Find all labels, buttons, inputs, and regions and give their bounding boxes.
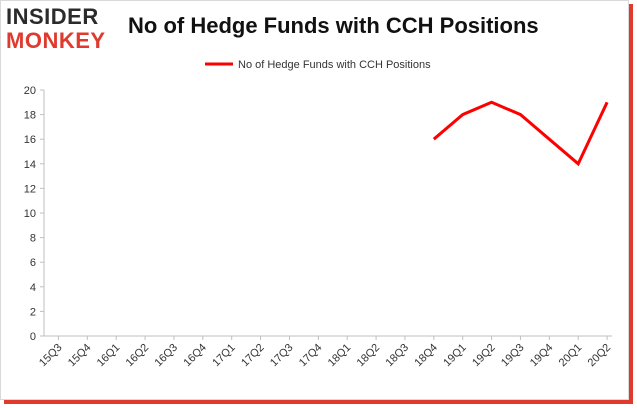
axes: 0 2 4 6 8 10 12 14 16 18 20 15Q3 15Q4 16Q1 16Q2 16Q3 16Q… — [24, 85, 613, 369]
x-tick-label: 16Q3 — [153, 342, 181, 370]
x-tick-label: 17Q1 — [210, 342, 238, 370]
y-tick-label: 20 — [24, 85, 36, 97]
y-tick-label: 10 — [24, 208, 36, 220]
x-tick-label: 18Q3 — [384, 342, 412, 370]
legend: No of Hedge Funds with CCH Positions — [205, 59, 431, 71]
y-tick-label: 18 — [24, 110, 36, 122]
insider-monkey-logo: INSIDER MONKEY — [6, 6, 116, 52]
x-tick-label: 16Q4 — [181, 342, 209, 370]
series-group — [432, 100, 609, 167]
x-tick-label: 18Q4 — [412, 342, 440, 370]
chart-frame — [0, 0, 629, 400]
x-tick-label: 18Q2 — [355, 342, 383, 370]
logo-line-2: MONKEY — [6, 28, 106, 53]
x-tick-label: 17Q3 — [268, 342, 296, 370]
x-tick-label: 19Q4 — [528, 342, 556, 370]
x-tick-label: 15Q3 — [37, 342, 65, 370]
x-tick-label: 15Q4 — [66, 342, 94, 370]
x-tick-label: 19Q2 — [470, 342, 498, 370]
series-line — [432, 100, 609, 167]
x-tick-label: 19Q3 — [499, 342, 527, 370]
y-tick-label: 6 — [30, 257, 36, 269]
x-tick-label: 17Q4 — [297, 342, 325, 370]
x-tick-label: 17Q2 — [239, 342, 267, 370]
legend-label: No of Hedge Funds with CCH Positions — [238, 59, 431, 71]
y-tick-label: 14 — [24, 159, 36, 171]
x-tick-label: 18Q1 — [326, 342, 354, 370]
x-tick-label: 16Q1 — [95, 342, 123, 370]
chart-title: No of Hedge Funds with CCH Positions — [128, 13, 539, 38]
y-tick-label: 12 — [24, 183, 36, 195]
y-tick-label: 8 — [30, 233, 36, 245]
x-tick-label: 20Q1 — [557, 342, 585, 370]
y-tick-label: 0 — [30, 331, 36, 343]
y-tick-label: 4 — [30, 282, 36, 294]
x-tick-label: 16Q2 — [124, 342, 152, 370]
y-tick-label: 16 — [24, 134, 36, 146]
x-tick-label: 20Q2 — [586, 342, 614, 370]
y-tick-label: 2 — [30, 306, 36, 318]
logo-line-1: INSIDER — [6, 4, 99, 29]
x-tick-label: 19Q1 — [441, 342, 469, 370]
